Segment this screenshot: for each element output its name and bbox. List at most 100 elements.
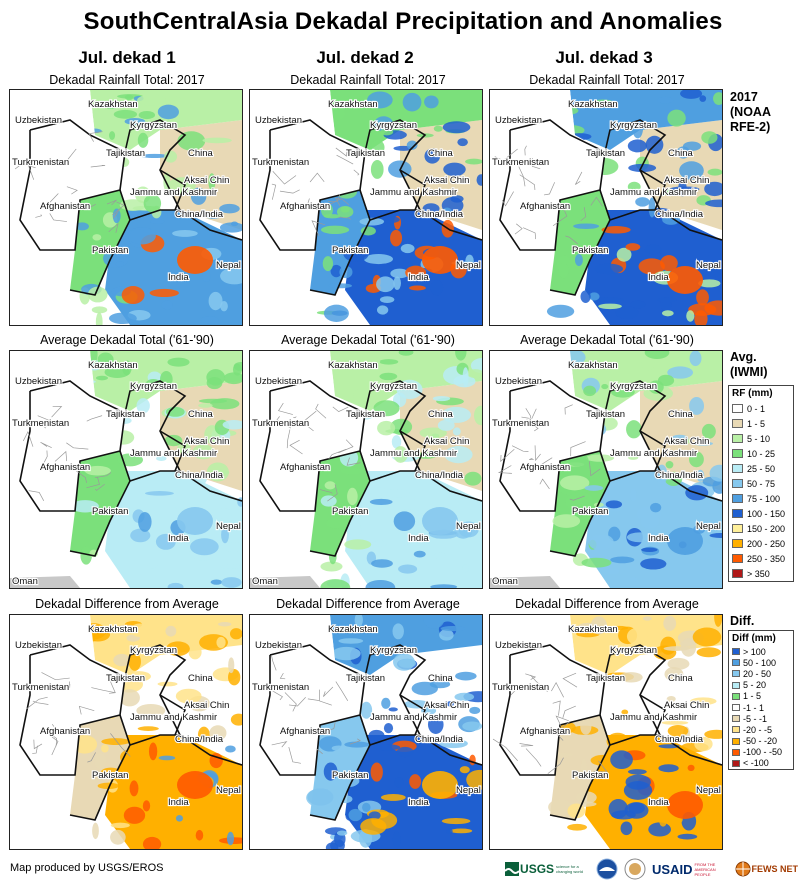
rf_legend-item: 50 - 75 [729,476,793,491]
diff_legend-item: -1 - 1 [729,702,793,713]
place-label-kazakhstan: Kazakhstan [328,360,378,371]
rf_legend-swatch [732,524,743,533]
diff_legend-item: -50 - -20 [729,736,793,747]
place-label-nepal: Nepal [456,260,481,271]
column-heading-3: Jul. dekad 3 [555,48,653,67]
place-label-china_india: China/India [415,470,464,481]
place-label-kazakhstan: Kazakhstan [328,99,378,110]
district-line [108,678,116,694]
country-border [609,470,722,502]
district-line [95,483,105,491]
place-label-turkmenistan: Turkmenistan [492,157,549,168]
diff_legend-item: -20 - -5 [729,724,793,735]
rf_legend-swatch [732,509,743,518]
district-line [271,655,277,671]
place-label-tajikistan: Tajikistan [346,148,385,159]
district-line [501,191,514,207]
district-line [492,738,518,761]
district-line [569,495,585,501]
place-label-turkmenistan: Turkmenistan [12,418,69,429]
diff_legend-swatch [732,692,740,700]
district-line [66,186,78,195]
place-label-kyrgyzstan: Kyrgyzstan [130,381,177,392]
place-label-pakistan: Pakistan [332,506,368,517]
rf_legend-label: > 350 [747,568,770,579]
place-label-india: India [168,533,189,544]
diff_legend-swatch [732,670,740,678]
district-line [279,672,286,680]
rf_legend-item: 150 - 200 [729,521,793,536]
rf_legend-swatch [732,479,743,488]
country-border [609,734,722,766]
place-label-india: India [648,533,669,544]
district-line [514,223,523,235]
usgs-wordmark: USGS [520,862,555,876]
footer-credit: Map produced by USGS/EROS [10,862,164,874]
country-border [19,130,126,251]
place-label-afghanistan: Afghanistan [40,726,90,737]
district-line [525,748,542,767]
row1-subtitle-col3: Dekadal Rainfall Total: 2017 [529,73,685,87]
place-label-china_india: China/India [415,734,464,745]
place-label-india: India [648,272,669,283]
district-line [106,199,117,206]
district-line [328,194,341,202]
place-label-kazakhstan: Kazakhstan [88,624,138,635]
rf_legend-item: 25 - 50 [729,461,793,476]
district-line [519,174,536,190]
map-canvas: Kazakhstan Uzbekistan Kyrgyzstan Tajikistan… [490,351,722,588]
map-canvas: Kazakhstan Uzbekistan Kyrgyzstan Tajikistan… [250,90,482,325]
place-label-afghanistan: Afghanistan [280,201,330,212]
diff-legend-title: Diff (mm) [732,633,776,644]
doi-seal-icon [624,858,646,880]
map-total-dekad3: Kazakhstan Uzbekistan Kyrgyzstan Tajikistan… [489,89,723,326]
district-line [315,403,327,419]
noaa-logo-icon [596,858,618,880]
column-heading-2: Jul. dekad 2 [316,48,414,67]
diff_legend-label: -20 - -5 [743,724,773,735]
place-label-jammu: Jammu and Kashmir [370,448,457,459]
district-line [335,681,349,702]
district-line [328,448,347,460]
diff_legend-label: -50 - -20 [743,736,778,747]
district-line [90,165,106,168]
rf_legend-label: 0 - 1 [747,403,766,414]
fewsnet-logo: FEWS NET [735,861,798,877]
page-title: SouthCentralAsia Dekadal Precipitation a… [83,8,723,35]
diff-legend: Diff (mm) > 100 50 - 100 20 - 50 5 - 20 1 - … [728,630,794,771]
diff_legend-swatch [732,737,740,745]
country-border [639,430,666,472]
rf_legend-label: 150 - 200 [747,523,786,534]
district-line [27,159,35,180]
district-line [112,201,125,216]
map-canvas: Kazakhstan Uzbekistan Kyrgyzstan Tajikistan… [250,615,482,849]
place-label-tajikistan: Tajikistan [106,148,145,159]
district-line [523,227,537,240]
district-line [288,746,301,764]
district-line [319,700,332,706]
place-label-kazakhstan: Kazakhstan [568,99,618,110]
usaid-wordmark: USAID [652,861,693,877]
place-label-afghanistan: Afghanistan [520,462,570,473]
diff_legend-swatch [732,759,740,767]
district-line [551,682,564,698]
place-label-china: China [668,148,694,159]
place-label-pakistan: Pakistan [572,506,608,517]
country-border [29,644,187,736]
district-line [66,442,89,450]
district-line [316,748,323,755]
place-label-nepal: Nepal [216,785,241,796]
district-line [87,752,96,763]
district-line [284,692,297,712]
rf_legend-item: 250 - 350 [729,551,793,566]
district-line [289,439,303,455]
row1-subtitle-col2: Dekadal Rainfall Total: 2017 [290,73,446,87]
place-label-kazakhstan: Kazakhstan [568,624,618,635]
district-line [272,171,297,185]
row2-subtitle-col1: Average Dekadal Total ('61-'90) [40,333,214,347]
country-border [369,209,482,241]
map-average-dekad2: Kazakhstan Uzbekistan Kyrgyzstan Tajikistan… [249,350,483,589]
district-line [518,166,526,187]
district-line [562,705,576,718]
district-line [282,461,290,468]
